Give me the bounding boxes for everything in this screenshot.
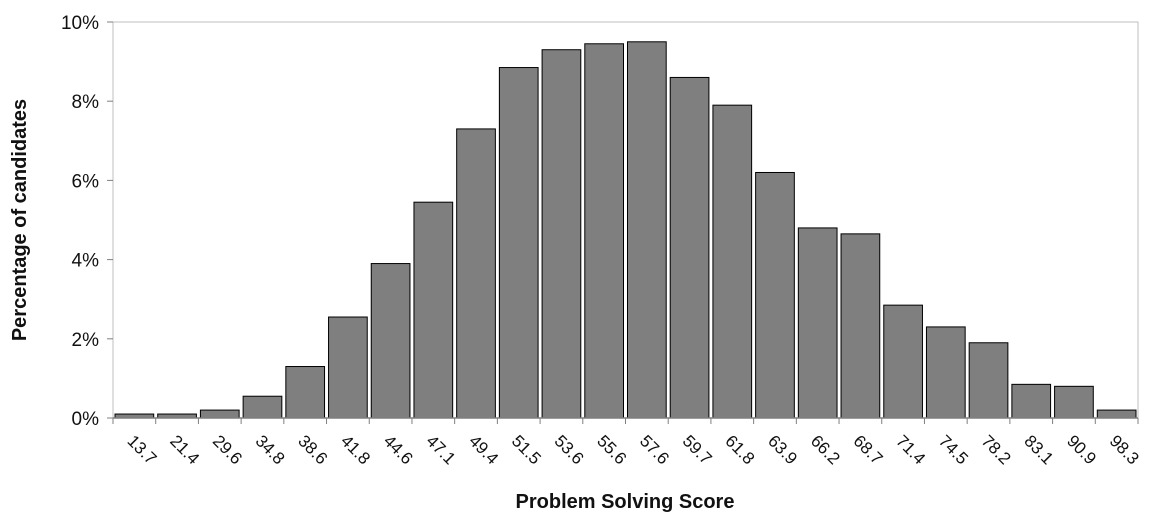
x-tick-label: 47.1: [422, 431, 459, 468]
y-tick-label: 0%: [72, 409, 100, 430]
bar: [1054, 385, 1094, 419]
bar: [498, 67, 539, 419]
x-tick-label: 74.5: [935, 431, 972, 468]
x-tick-label: 71.4: [892, 431, 929, 468]
x-axis-title: Problem Solving Score: [516, 491, 735, 513]
bar: [242, 395, 283, 419]
x-tick-label: 83.1: [1020, 431, 1057, 468]
x-tick-label: 55.6: [593, 431, 630, 468]
x-tick-label: 66.2: [807, 431, 844, 468]
x-tick-label: 63.9: [764, 431, 801, 468]
bar: [328, 316, 368, 419]
x-tick-label: 38.6: [294, 431, 331, 468]
bar: [584, 43, 625, 419]
x-tick-label: 34.8: [252, 431, 289, 468]
bars: [114, 41, 1137, 419]
bar: [1096, 409, 1137, 419]
y-axis-title: Percentage of candidates: [9, 99, 31, 341]
x-tick-label: 49.4: [465, 431, 502, 468]
x-tick-label: 59.7: [679, 431, 716, 468]
x-tick-label: 57.6: [636, 431, 673, 468]
bar: [968, 342, 1009, 419]
x-tick-label: 78.2: [978, 431, 1015, 468]
x-tick-label: 61.8: [721, 431, 758, 468]
x-tick-label: 68.7: [850, 431, 887, 468]
x-tick-label: 98.3: [1106, 431, 1143, 468]
bar: [199, 409, 240, 419]
bar: [883, 304, 923, 419]
bar: [840, 233, 881, 419]
bar: [797, 227, 838, 419]
bar: [669, 76, 710, 419]
bar: [627, 41, 667, 419]
x-tick-label: 90.9: [1063, 431, 1100, 468]
x-tick-label: 21.4: [166, 431, 203, 468]
y-tick-label: 6%: [72, 171, 100, 192]
y-tick-label: 10%: [61, 13, 99, 34]
bar: [541, 49, 582, 419]
bar: [413, 201, 454, 419]
x-tick-label: 53.6: [551, 431, 588, 468]
bar: [370, 263, 411, 419]
y-tick-label: 2%: [72, 330, 100, 351]
bar: [1011, 383, 1052, 419]
bar: [755, 171, 795, 419]
x-tick-label: 44.6: [380, 431, 417, 468]
x-tick-label: 13.7: [124, 431, 161, 468]
bar: [285, 366, 326, 419]
y-tick-label: 4%: [72, 251, 100, 272]
bar: [712, 104, 753, 419]
bar: [456, 128, 496, 419]
x-tick-label: 41.8: [337, 431, 374, 468]
x-tick-label: 29.6: [209, 431, 246, 468]
x-axis: 13.7 21.4 29.6 34.8 38.6 41.8 44.6 47.1 49.4 51.5…: [112, 418, 1143, 468]
plot-area: [112, 21, 1139, 419]
y-tick-label: 8%: [72, 92, 100, 113]
x-tick-label: 51.5: [508, 431, 545, 468]
y-axis: 0% 2% 4% 6% 8% 10%: [61, 13, 113, 430]
bar: [925, 326, 966, 419]
